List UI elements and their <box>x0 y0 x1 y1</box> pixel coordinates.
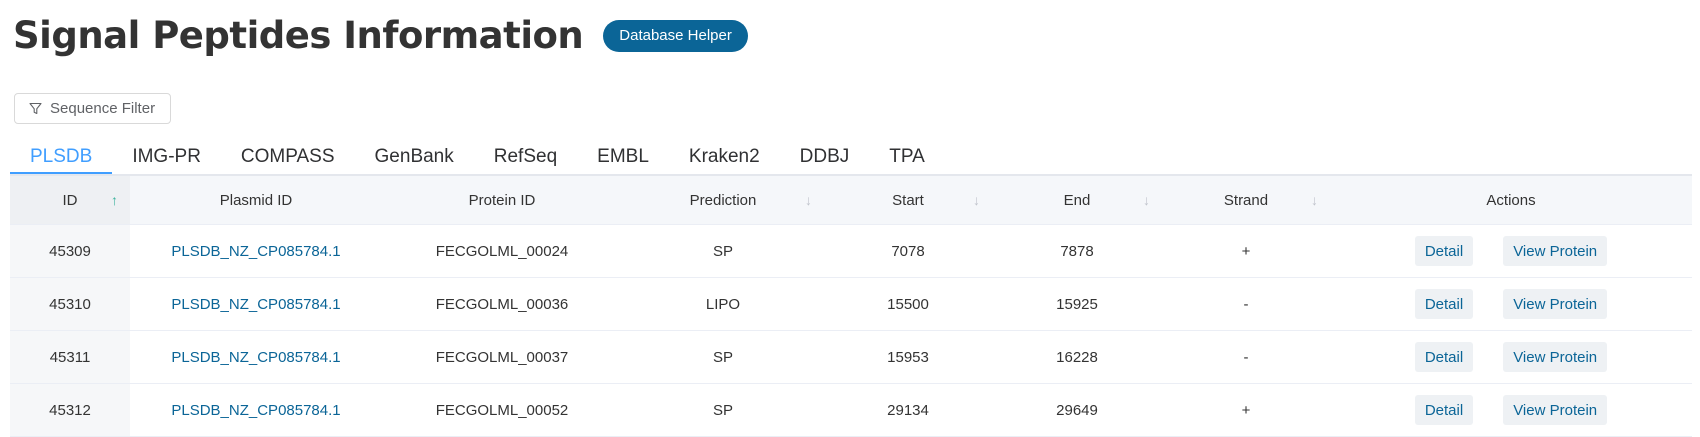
row-actions: Detail View Protein <box>1330 236 1692 266</box>
detail-button[interactable]: Detail <box>1414 236 1474 266</box>
cell-end: 7878 <box>992 224 1162 278</box>
row-actions: Detail View Protein <box>1330 342 1692 372</box>
sort-icon[interactable]: ↓ <box>1311 192 1318 208</box>
cell-protein-id: FECGOLML_00052 <box>382 383 622 437</box>
cell-strand: + <box>1162 383 1330 437</box>
column-header-strand[interactable]: Strand ↓ <box>1162 176 1330 225</box>
tab-plsdb[interactable]: PLSDB <box>10 145 113 174</box>
cell-end: 16228 <box>992 330 1162 384</box>
cell-start: 29134 <box>824 383 992 437</box>
cell-prediction: SP <box>622 224 824 278</box>
cell-strand: + <box>1162 224 1330 278</box>
tab-tpa[interactable]: TPA <box>889 146 925 167</box>
table-row: 45311 PLSDB_NZ_CP085784.1 FECGOLML_00037… <box>10 330 1692 384</box>
cell-id: 45309 <box>10 224 130 278</box>
signal-peptides-table: ID ↑ Plasmid ID Protein ID Prediction ↓ … <box>10 176 1692 437</box>
column-header-end[interactable]: End ↓ <box>992 176 1162 225</box>
detail-button[interactable]: Detail <box>1414 395 1474 425</box>
cell-prediction: SP <box>622 383 824 437</box>
column-header-prediction-label: Prediction <box>689 191 757 209</box>
table-row: 45309 PLSDB_NZ_CP085784.1 FECGOLML_00024… <box>10 224 1692 278</box>
table-row: 45310 PLSDB_NZ_CP085784.1 FECGOLML_00036… <box>10 277 1692 331</box>
cell-end: 29649 <box>992 383 1162 437</box>
detail-button[interactable]: Detail <box>1414 289 1474 319</box>
tab-ddbj[interactable]: DDBJ <box>799 146 850 167</box>
column-header-strand-label: Strand <box>1223 191 1269 209</box>
filter-icon <box>29 102 42 115</box>
view-protein-button[interactable]: View Protein <box>1503 236 1608 266</box>
column-header-id[interactable]: ID ↑ <box>10 176 130 225</box>
plasmid-id-link[interactable]: PLSDB_NZ_CP085784.1 <box>171 401 341 419</box>
view-protein-button[interactable]: View Protein <box>1503 342 1608 372</box>
column-header-actions: Actions <box>1330 176 1692 225</box>
row-actions: Detail View Protein <box>1330 395 1692 425</box>
tab-img-pr[interactable]: IMG-PR <box>132 146 201 167</box>
plasmid-id-link[interactable]: PLSDB_NZ_CP085784.1 <box>171 348 341 366</box>
column-header-end-label: End <box>1063 191 1091 209</box>
cell-strand: - <box>1162 277 1330 331</box>
tab-genbank[interactable]: GenBank <box>374 146 454 167</box>
database-helper-button[interactable]: Database Helper <box>603 19 748 52</box>
cell-protein-id: FECGOLML_00036 <box>382 277 622 331</box>
detail-button[interactable]: Detail <box>1414 342 1474 372</box>
cell-start: 15500 <box>824 277 992 331</box>
row-actions: Detail View Protein <box>1330 289 1692 319</box>
column-header-id-label: ID <box>62 191 78 209</box>
cell-protein-id: FECGOLML_00037 <box>382 330 622 384</box>
column-header-start[interactable]: Start ↓ <box>824 176 992 225</box>
sequence-filter-button[interactable]: Sequence Filter <box>14 93 171 124</box>
database-tabs: PLSDB IMG-PR COMPASS GenBank RefSeq EMBL… <box>10 145 1692 176</box>
tab-compass[interactable]: COMPASS <box>240 146 335 167</box>
tab-kraken2[interactable]: Kraken2 <box>688 146 760 167</box>
sort-ascending-icon[interactable]: ↑ <box>111 192 118 208</box>
column-header-plasmid-id: Plasmid ID <box>130 176 382 225</box>
cell-end: 15925 <box>992 277 1162 331</box>
cell-protein-id: FECGOLML_00024 <box>382 224 622 278</box>
cell-id: 45311 <box>10 330 130 384</box>
sort-icon[interactable]: ↓ <box>805 192 812 208</box>
cell-prediction: SP <box>622 330 824 384</box>
plasmid-id-link[interactable]: PLSDB_NZ_CP085784.1 <box>171 295 341 313</box>
cell-prediction: LIPO <box>622 277 824 331</box>
table-header-row: ID ↑ Plasmid ID Protein ID Prediction ↓ … <box>10 176 1692 225</box>
sequence-filter-label: Sequence Filter <box>50 100 156 117</box>
plasmid-id-link[interactable]: PLSDB_NZ_CP085784.1 <box>171 242 341 260</box>
sort-icon[interactable]: ↓ <box>1143 192 1150 208</box>
column-header-protein-id: Protein ID <box>382 176 622 225</box>
column-header-start-label: Start <box>892 191 924 209</box>
cell-start: 7078 <box>824 224 992 278</box>
page-title: Signal Peptides Information <box>13 14 584 57</box>
view-protein-button[interactable]: View Protein <box>1503 289 1608 319</box>
column-header-prediction[interactable]: Prediction ↓ <box>622 176 824 225</box>
cell-strand: - <box>1162 330 1330 384</box>
page-header: Signal Peptides Information Database Hel… <box>13 14 748 57</box>
cell-id: 45310 <box>10 277 130 331</box>
tab-refseq[interactable]: RefSeq <box>493 146 558 167</box>
sort-icon[interactable]: ↓ <box>973 192 980 208</box>
tab-embl[interactable]: EMBL <box>597 146 649 167</box>
cell-id: 45312 <box>10 383 130 437</box>
table-row: 45312 PLSDB_NZ_CP085784.1 FECGOLML_00052… <box>10 383 1692 437</box>
view-protein-button[interactable]: View Protein <box>1503 395 1608 425</box>
cell-start: 15953 <box>824 330 992 384</box>
